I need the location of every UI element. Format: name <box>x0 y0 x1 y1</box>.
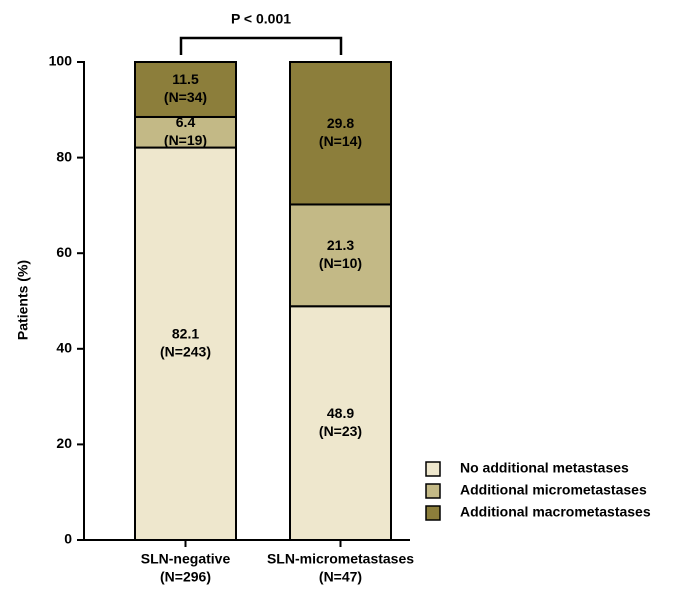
bar-segment <box>289 305 392 541</box>
count-label: (N=34) <box>164 89 207 105</box>
value-label: 21.3 <box>327 237 354 253</box>
value-label: 48.9 <box>327 405 354 421</box>
value-label: 29.8 <box>327 115 354 131</box>
annotation: P < 0.001 <box>231 11 291 27</box>
legend-swatch <box>425 483 441 499</box>
value-label: 11.5 <box>172 71 199 87</box>
x-tick-count: (N=47) <box>319 569 362 585</box>
bar-segment <box>289 203 392 308</box>
legend-label: Additional macrometastases <box>460 504 651 520</box>
y-tick-label: 80 <box>56 148 72 164</box>
y-tick-label: 0 <box>64 531 72 547</box>
y-tick-label: 20 <box>56 435 72 451</box>
count-label: (N=23) <box>319 423 362 439</box>
x-tick-label: SLN-negative <box>141 551 231 567</box>
legend-label: Additional micrometastases <box>460 482 647 498</box>
y-tick-label: 100 <box>49 53 73 69</box>
count-label: (N=243) <box>160 343 211 359</box>
legend-label: No additional metastases <box>460 460 629 476</box>
y-axis-label: Patients (%) <box>15 260 31 340</box>
count-label: (N=10) <box>319 255 362 271</box>
y-tick-label: 60 <box>56 244 72 260</box>
value-label: 82.1 <box>172 325 199 341</box>
count-label: (N=19) <box>164 132 207 148</box>
bar-segment <box>134 146 237 541</box>
legend-swatch <box>425 461 441 477</box>
x-tick-label: SLN-micrometastases <box>267 551 414 567</box>
bar-segment <box>134 115 237 149</box>
legend-swatch <box>425 505 441 521</box>
bar-segment <box>289 61 392 206</box>
x-tick-count: (N=296) <box>160 569 211 585</box>
y-tick-label: 40 <box>56 340 72 356</box>
significance-bracket <box>179 36 343 55</box>
bar-segment <box>134 61 237 118</box>
count-label: (N=14) <box>319 133 362 149</box>
